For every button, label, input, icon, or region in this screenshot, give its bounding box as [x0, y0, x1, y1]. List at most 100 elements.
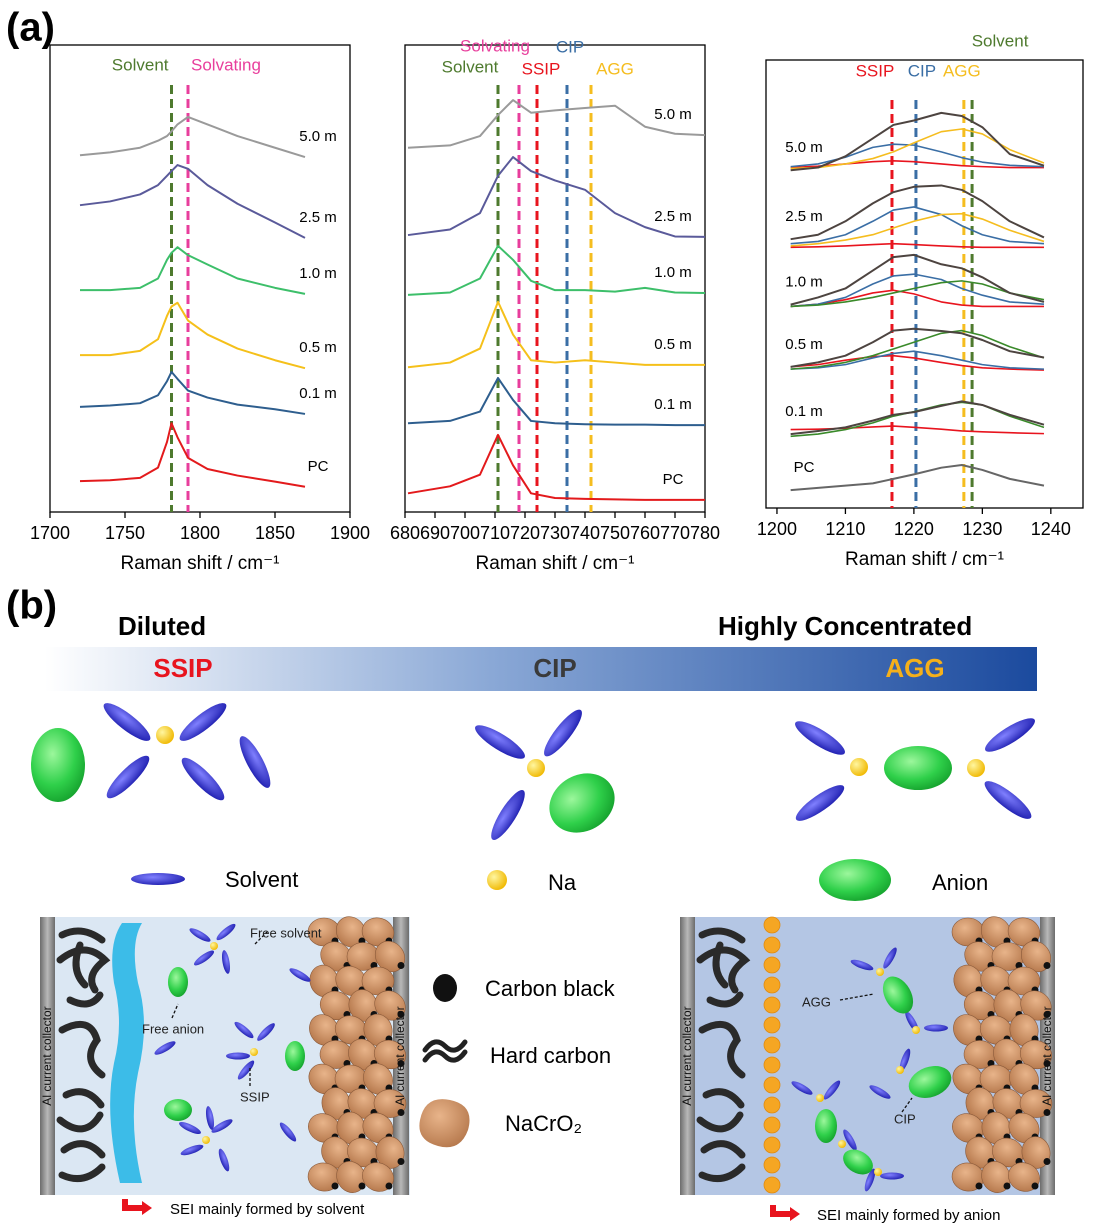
carbon-black — [1032, 1183, 1039, 1190]
series-label: 5.0 m — [785, 139, 823, 156]
sei-particle — [764, 937, 780, 953]
series-label: 0.5 m — [785, 336, 823, 353]
x-tick-label: 710 — [480, 523, 510, 543]
series-label: PC — [663, 471, 684, 488]
marker-label: AGG — [596, 59, 634, 78]
state-label: AGG — [885, 653, 944, 683]
figure: 17001750180018501900Raman shift / cm⁻¹So… — [0, 0, 1093, 1230]
concentrated-cell: AGG CIP Al current collector Al current … — [680, 911, 1057, 1198]
ssip-structure — [31, 698, 276, 805]
carbon-black — [386, 1183, 393, 1190]
spectrum — [408, 157, 705, 237]
sei-particle — [764, 1137, 780, 1153]
legend-anion-icon — [819, 859, 891, 901]
sei-particle — [764, 1057, 780, 1073]
spectrum — [791, 329, 1044, 367]
x-tick-label: 1200 — [757, 519, 797, 539]
sei-particle — [764, 1037, 780, 1053]
annotation: CIP — [894, 1111, 916, 1126]
x-axis-title: Raman shift / cm⁻¹ — [121, 553, 280, 574]
spectrum — [80, 247, 305, 294]
x-tick-label: 780 — [690, 523, 720, 543]
legend-label: Hard carbon — [490, 1043, 611, 1068]
series-label: 1.0 m — [785, 274, 823, 291]
x-tick-label: 740 — [570, 523, 600, 543]
x-tick-label: 1750 — [105, 523, 145, 543]
scale-right: Highly Concentrated — [718, 611, 972, 641]
legend-na-icon — [487, 870, 507, 890]
annotation: SSIP — [240, 1089, 270, 1104]
scale-left: Diluted — [118, 611, 206, 641]
carbon-black — [359, 1183, 366, 1190]
legend-solvent-icon — [131, 873, 185, 885]
x-tick-label: 760 — [630, 523, 660, 543]
collector-label: Al current collector — [680, 1006, 694, 1105]
x-tick-label: 1240 — [1031, 519, 1071, 539]
marker-label: Solvent — [442, 57, 499, 76]
marker-label: AGG — [943, 61, 981, 80]
series-label: 0.1 m — [654, 396, 692, 413]
sei-particle — [764, 1117, 780, 1133]
carbon-black — [398, 1109, 405, 1116]
series-label: 2.5 m — [654, 208, 692, 225]
carbon-black — [1044, 1109, 1051, 1116]
collector-label: Al current collector — [1040, 1006, 1054, 1105]
sei-particle — [764, 1157, 780, 1173]
marker-label: Solvating — [460, 36, 530, 55]
series-label: 0.5 m — [299, 339, 337, 356]
legend-label: Na — [548, 870, 577, 895]
marker-label: SSIP — [856, 61, 895, 80]
series-label: 0.5 m — [654, 336, 692, 353]
spectrum — [80, 372, 305, 414]
marker-label: Solvent — [112, 55, 169, 74]
x-tick-label: 1210 — [825, 519, 865, 539]
annotation: Free anion — [142, 1021, 204, 1036]
x-tick-label: 730 — [540, 523, 570, 543]
annotation: AGG — [802, 994, 831, 1009]
marker-label: CIP — [556, 37, 584, 56]
panel-label: (b) — [6, 584, 57, 628]
series-label: 5.0 m — [299, 128, 337, 145]
dilute-cell: Free solvent Free anion SSIP Al current … — [40, 911, 411, 1198]
agg-structure — [791, 713, 1039, 826]
sei-particle — [764, 957, 780, 973]
x-tick-label: 750 — [600, 523, 630, 543]
marker-label: SSIP — [522, 59, 561, 78]
material-legend: Carbon black Hard carbon NaCrO₂ — [419, 974, 615, 1147]
sei-particle — [764, 917, 780, 933]
caption-arrow — [122, 1199, 152, 1215]
carbon-black — [976, 1183, 983, 1190]
sei-particle — [764, 997, 780, 1013]
spectrum — [408, 302, 705, 367]
x-tick-label: 680 — [390, 523, 420, 543]
series-label: 2.5 m — [299, 209, 337, 226]
series-label: 0.1 m — [299, 385, 337, 402]
caption: SEI mainly formed by solvent — [170, 1201, 365, 1218]
carbon-black — [398, 962, 405, 969]
legend-label: Carbon black — [485, 976, 616, 1001]
series-label: 1.0 m — [654, 264, 692, 281]
marker-label: CIP — [908, 61, 936, 80]
collector-label: Al current collector — [393, 1006, 407, 1105]
marker-label: Solvent — [972, 31, 1029, 50]
x-tick-label: 690 — [420, 523, 450, 543]
x-tick-label: 1230 — [962, 519, 1002, 539]
x-tick-label: 770 — [660, 523, 690, 543]
x-tick-label: 1220 — [894, 519, 934, 539]
spectrum — [80, 165, 305, 238]
x-tick-label: 1900 — [330, 523, 370, 543]
cip-structure — [471, 705, 625, 844]
x-axis-title: Raman shift / cm⁻¹ — [476, 553, 635, 574]
state-label: CIP — [533, 653, 576, 683]
caption-arrow — [770, 1205, 800, 1221]
marker-label: Solvating — [191, 55, 261, 74]
spectrum — [408, 435, 705, 500]
annotation: Free solvent — [250, 925, 322, 940]
legend-label: Anion — [932, 870, 988, 895]
state-label: SSIP — [153, 653, 212, 683]
series-label: 0.1 m — [785, 403, 823, 420]
carbon-black — [332, 1183, 339, 1190]
spectrum — [80, 423, 305, 487]
panel-label: (a) — [6, 6, 55, 50]
caption: SEI mainly formed by anion — [817, 1207, 1000, 1224]
